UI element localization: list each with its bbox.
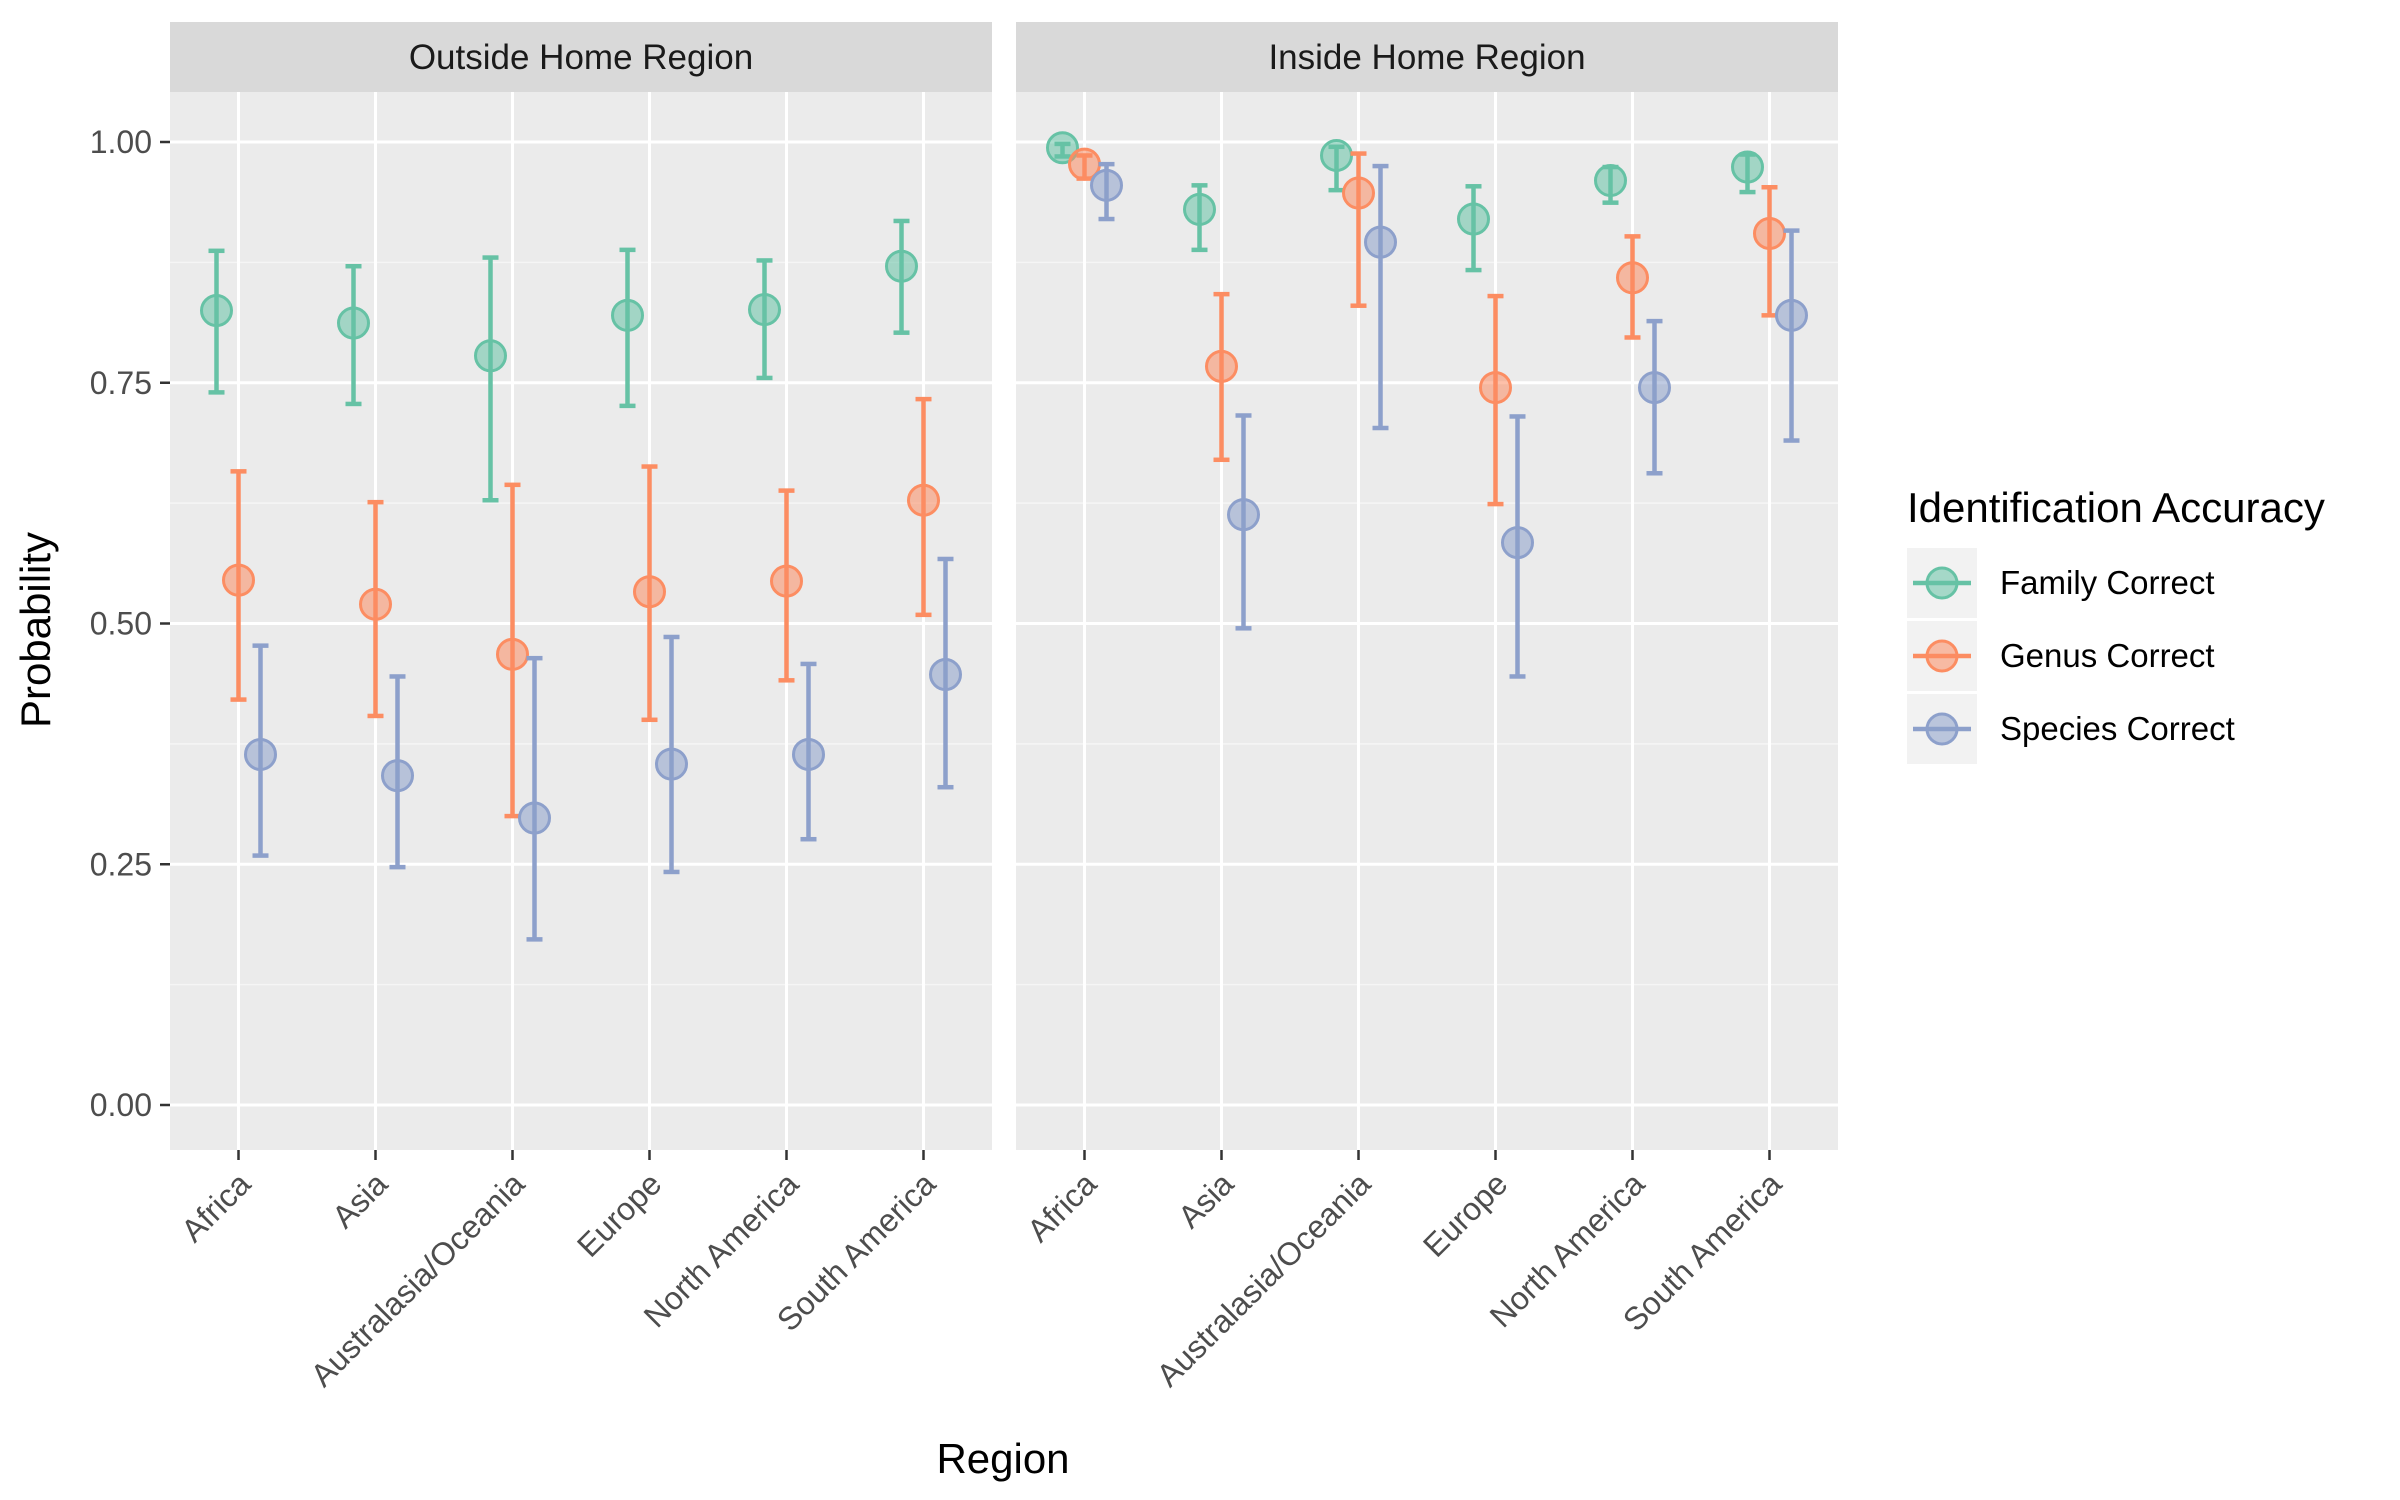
data-point: Species Correct · South America: 0.447 — [929, 658, 962, 692]
x-tick-label: Asia — [1171, 1165, 1241, 1235]
y-tick-label: 0.00 — [90, 1087, 152, 1123]
panel-outside: Outside Home Region Family Correct · Afri… — [170, 22, 992, 1150]
data-point: Species Correct · Australasia/Oceania: 0… — [1364, 225, 1397, 259]
data-point: Family Correct · Europe: 0.82 — [611, 298, 644, 332]
data-point: Genus Correct · Asia: 0.767 — [1205, 349, 1238, 383]
plot-background — [1016, 92, 1838, 1150]
data-point: Genus Correct · Australasia/Oceania: 0.9… — [1342, 176, 1375, 210]
legend-item-species-correct: Species Correct — [1907, 694, 2235, 764]
series-species-correct: Species Correct · Africa: 0.364 Species C… — [244, 556, 962, 942]
data-point: Species Correct · Europe: 0.584 — [1501, 526, 1534, 560]
y-tick-label: 0.75 — [90, 365, 152, 401]
strip-background — [1016, 22, 1838, 92]
legend-key-point — [1925, 566, 1959, 600]
data-point: Family Correct · South America: 0.974 — [1731, 150, 1764, 184]
data-point: Family Correct · North America: 0.96 — [1594, 164, 1627, 198]
legend-key-point — [1925, 712, 1959, 746]
data-point: Genus Correct · Europe: 0.745 — [1479, 371, 1512, 405]
x-tick-label: Europe — [570, 1165, 668, 1263]
data-point: Species Correct · Asia: 0.342 — [381, 759, 414, 793]
series-family-correct: Family Correct · Africa: 0.994 Family Cor… — [1046, 131, 1764, 273]
data-point: Species Correct · North America: 0.745 — [1638, 371, 1671, 405]
y-axis-ticks: 0.00 0.25 0.50 0.75 1.00 — [90, 124, 170, 1123]
legend-title: Identification Accuracy — [1907, 484, 2325, 531]
data-point: Species Correct · Australasia/Oceania: 0… — [518, 801, 551, 835]
legend-item-family-correct: Family Correct — [1907, 548, 2215, 618]
data-point: Species Correct · Africa: 0.364 — [244, 737, 277, 771]
y-axis-title: Probability — [12, 532, 59, 728]
data-point: Genus Correct · North America: 0.859 — [1616, 261, 1649, 295]
data-point: Species Correct · Asia: 0.613 — [1227, 498, 1260, 532]
x-axis-title: Region — [936, 1435, 1069, 1482]
x-tick-label: Africa — [174, 1165, 257, 1248]
data-point: Genus Correct · Africa: 0.545 — [222, 563, 255, 597]
data-point: Species Correct · Europe: 0.354 — [655, 747, 688, 781]
legend-label: Family Correct — [2000, 564, 2215, 601]
strip-label: Inside Home Region — [1268, 38, 1585, 77]
legend: Identification Accuracy Family Correct Ge… — [1907, 484, 2325, 764]
series-family-correct: Family Correct · Africa: 0.825 Family Cor… — [200, 218, 918, 503]
data-point: Genus Correct · Australasia/Oceania: 0.4… — [496, 637, 529, 671]
data-point: Family Correct · Africa: 0.994 — [1046, 131, 1079, 165]
data-point: Species Correct · South America: 0.82 — [1775, 298, 1808, 332]
data-point: Species Correct · North America: 0.364 — [792, 737, 825, 771]
data-point: Family Correct · Australasia/Oceania: 0.… — [474, 339, 507, 373]
panel-inside: Inside Home Region Family Correct · Afric… — [1016, 22, 1838, 1150]
x-tick-label: Asia — [325, 1165, 395, 1235]
data-point: Family Correct · Asia: 0.812 — [337, 306, 370, 340]
legend-item-genus-correct: Genus Correct — [1907, 621, 2215, 691]
data-point: Species Correct · Africa: 0.955 — [1090, 168, 1123, 202]
legend-key-point — [1925, 639, 1959, 673]
data-point: Genus Correct · South America: 0.628 — [907, 483, 940, 517]
strip-background — [170, 22, 992, 92]
legend-label: Genus Correct — [2000, 637, 2215, 674]
x-tick-label: Europe — [1416, 1165, 1514, 1263]
legend-label: Species Correct — [2000, 710, 2235, 747]
data-point: Genus Correct · Europe: 0.533 — [633, 575, 666, 609]
data-point: Family Correct · Africa: 0.825 — [200, 294, 233, 328]
x-tick-label: Africa — [1020, 1165, 1103, 1248]
data-point: Family Correct · North America: 0.826 — [748, 293, 781, 327]
plot-background — [170, 92, 992, 1150]
y-tick-label: 0.50 — [90, 606, 152, 642]
series-genus-correct: Genus Correct · Africa: 0.977Genus Corre… — [1068, 147, 1786, 507]
series-genus-correct: Genus Correct · Africa: 0.545 Genus Corre… — [222, 396, 940, 819]
legend-items: Family Correct Genus Correct Species Corre… — [1907, 548, 2235, 764]
strip-label: Outside Home Region — [409, 38, 753, 77]
y-tick-label: 0.25 — [90, 846, 152, 882]
y-tick-label: 1.00 — [90, 124, 152, 160]
data-point: Genus Correct · South America: 0.905 — [1753, 216, 1786, 250]
data-point: Family Correct · Australasia/Oceania: 0.… — [1320, 138, 1353, 172]
data-point: Family Correct · Asia: 0.93 — [1183, 192, 1216, 226]
series-species-correct: Species Correct · Africa: 0.955 Species C… — [1090, 161, 1808, 679]
panels: Outside Home Region Family Correct · Afri… — [170, 22, 1838, 1150]
data-point: Genus Correct · Asia: 0.52 — [359, 587, 392, 621]
data-point: Family Correct · Europe: 0.92 — [1457, 202, 1490, 236]
data-point: Genus Correct · North America: 0.544 — [770, 564, 803, 598]
data-point: Family Correct · South America: 0.871 — [885, 249, 918, 283]
